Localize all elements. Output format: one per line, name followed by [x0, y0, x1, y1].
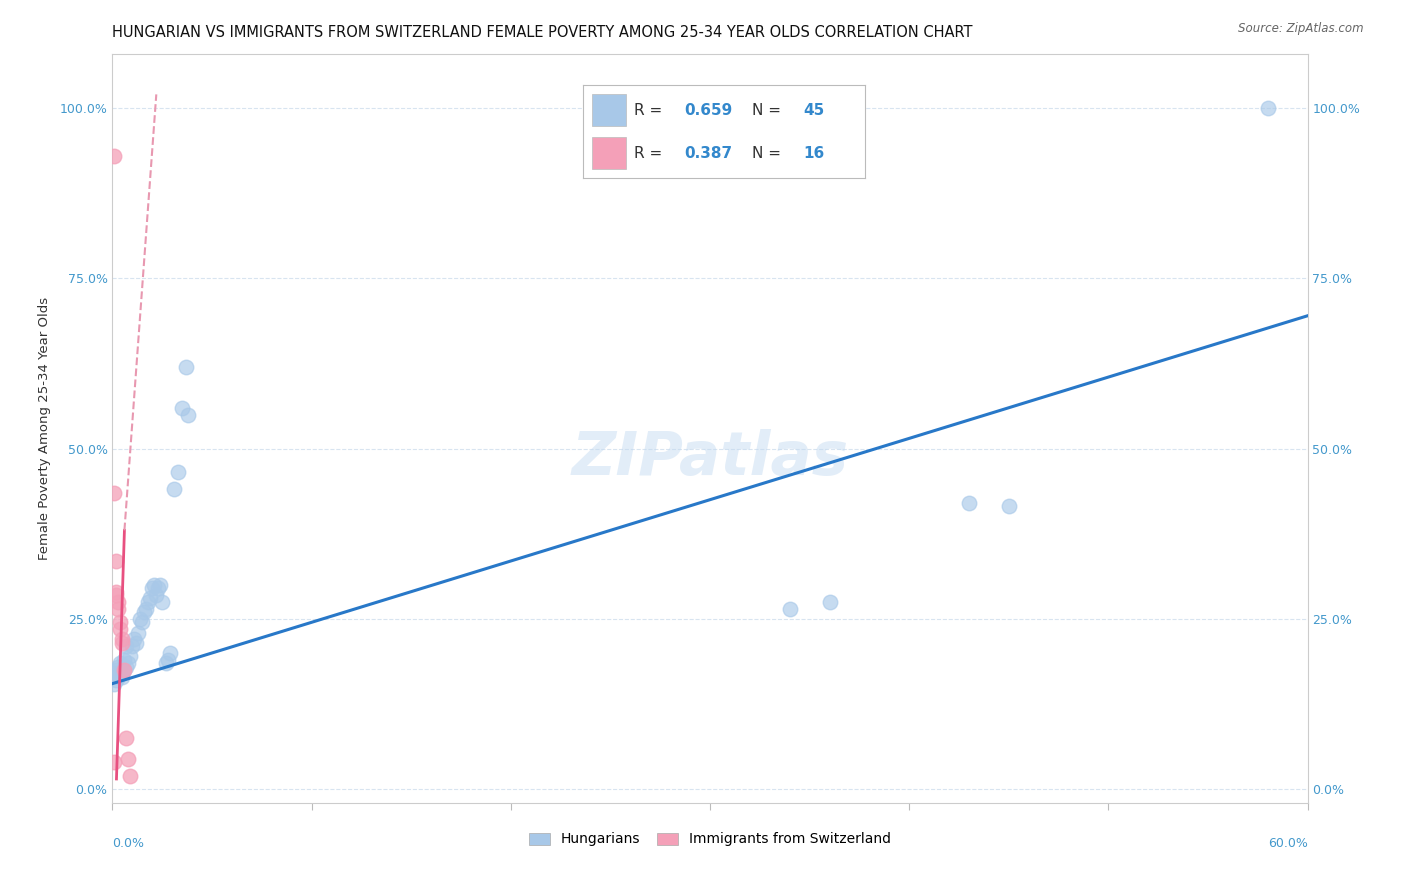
Text: N =: N = — [752, 103, 786, 118]
Text: N =: N = — [752, 145, 786, 161]
Point — [105, 588, 128, 602]
Text: ZIPatlas: ZIPatlas — [571, 429, 849, 488]
Point — [114, 653, 135, 667]
Point — [110, 615, 132, 630]
Point — [111, 666, 134, 681]
Point — [135, 601, 157, 615]
Text: 0.659: 0.659 — [685, 103, 733, 118]
Point — [143, 578, 166, 592]
Point — [998, 500, 1021, 514]
Point — [155, 656, 177, 670]
Point — [818, 595, 841, 609]
Point — [120, 649, 142, 664]
Point — [120, 768, 142, 782]
Point — [114, 663, 135, 677]
Point — [148, 581, 170, 595]
Point — [111, 670, 134, 684]
Y-axis label: Female Poverty Among 25-34 Year Olds: Female Poverty Among 25-34 Year Olds — [38, 297, 52, 559]
Point — [145, 588, 167, 602]
Point — [138, 595, 160, 609]
Point — [115, 639, 138, 653]
Point — [125, 636, 148, 650]
Point — [117, 751, 139, 765]
Point — [107, 670, 129, 684]
Point — [105, 584, 128, 599]
Point — [117, 656, 139, 670]
Point — [129, 612, 152, 626]
Point — [150, 595, 173, 609]
Point — [103, 149, 125, 163]
Point — [115, 731, 138, 745]
Point — [107, 659, 129, 673]
Point — [110, 622, 132, 636]
Text: 60.0%: 60.0% — [1268, 837, 1308, 849]
Text: 0.387: 0.387 — [685, 145, 733, 161]
Point — [134, 605, 156, 619]
Legend: Hungarians, Immigrants from Switzerland: Hungarians, Immigrants from Switzerland — [523, 827, 897, 852]
Point — [131, 615, 153, 630]
Point — [159, 646, 181, 660]
Text: 45: 45 — [803, 103, 824, 118]
Point — [110, 666, 132, 681]
Point — [103, 666, 125, 681]
Text: 16: 16 — [803, 145, 824, 161]
Point — [105, 663, 128, 677]
Text: R =: R = — [634, 145, 668, 161]
Point — [957, 496, 980, 510]
FancyBboxPatch shape — [592, 137, 626, 169]
Point — [177, 408, 200, 422]
Text: 0.0%: 0.0% — [112, 837, 145, 849]
Point — [111, 632, 134, 647]
Point — [149, 578, 172, 592]
Text: Source: ZipAtlas.com: Source: ZipAtlas.com — [1239, 22, 1364, 36]
Point — [103, 755, 125, 769]
Point — [107, 601, 129, 615]
Point — [103, 676, 125, 690]
Point — [163, 483, 186, 497]
Point — [172, 401, 194, 415]
Point — [105, 554, 128, 568]
Point — [139, 591, 162, 606]
Point — [115, 659, 138, 673]
Point — [121, 639, 143, 653]
Point — [103, 486, 125, 500]
Point — [124, 632, 146, 647]
Point — [174, 359, 197, 374]
Point — [1257, 101, 1279, 115]
Text: R =: R = — [634, 103, 668, 118]
Point — [141, 581, 163, 595]
Point — [114, 663, 135, 677]
Point — [110, 656, 132, 670]
Text: HUNGARIAN VS IMMIGRANTS FROM SWITZERLAND FEMALE POVERTY AMONG 25-34 YEAR OLDS CO: HUNGARIAN VS IMMIGRANTS FROM SWITZERLAND… — [112, 25, 973, 40]
Point — [779, 601, 801, 615]
Point — [167, 466, 190, 480]
Point — [105, 673, 128, 688]
Point — [127, 625, 149, 640]
FancyBboxPatch shape — [592, 95, 626, 126]
Point — [157, 653, 180, 667]
Point — [111, 636, 134, 650]
Point — [107, 595, 129, 609]
